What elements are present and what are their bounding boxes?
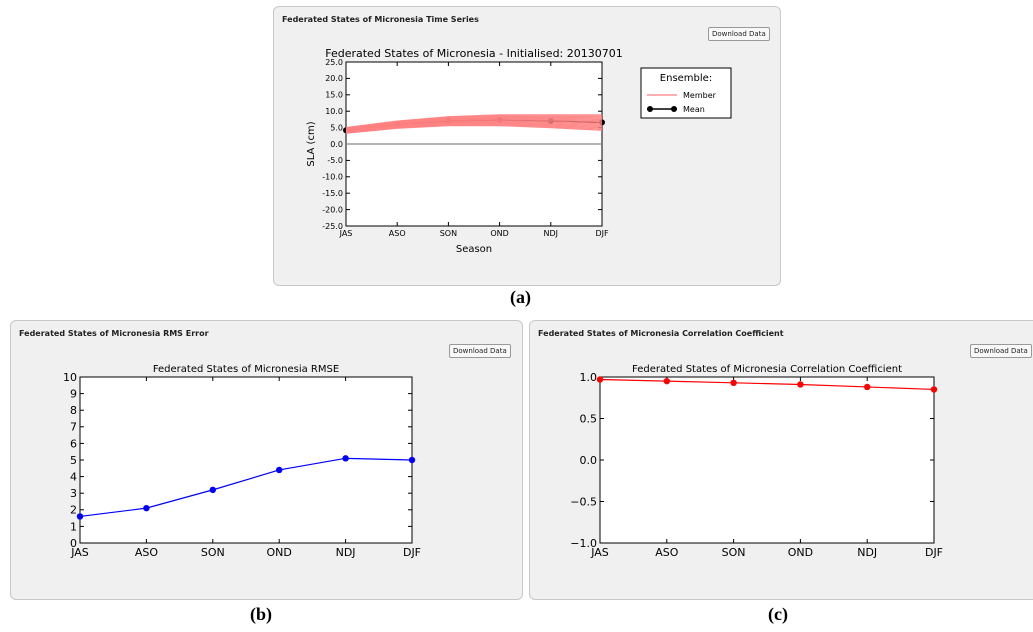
panel-title: Federated States of Micronesia RMS Error — [19, 329, 209, 338]
caption-a: (a) — [510, 287, 531, 307]
correlation-panel: Federated States of Micronesia Correlati… — [529, 320, 1033, 600]
download-data-button[interactable]: Download Data — [708, 27, 770, 41]
rms-error-panel: Federated States of Micronesia RMS Error… — [10, 320, 523, 600]
download-data-button[interactable]: Download Data — [970, 344, 1032, 358]
caption-c: (c) — [768, 604, 788, 624]
time-series-panel: Federated States of Micronesia Time Seri… — [273, 6, 781, 286]
download-data-button[interactable]: Download Data — [449, 344, 511, 358]
caption-b: (b) — [250, 604, 272, 624]
panel-title: Federated States of Micronesia Correlati… — [538, 329, 784, 338]
panel-title: Federated States of Micronesia Time Seri… — [282, 15, 479, 24]
